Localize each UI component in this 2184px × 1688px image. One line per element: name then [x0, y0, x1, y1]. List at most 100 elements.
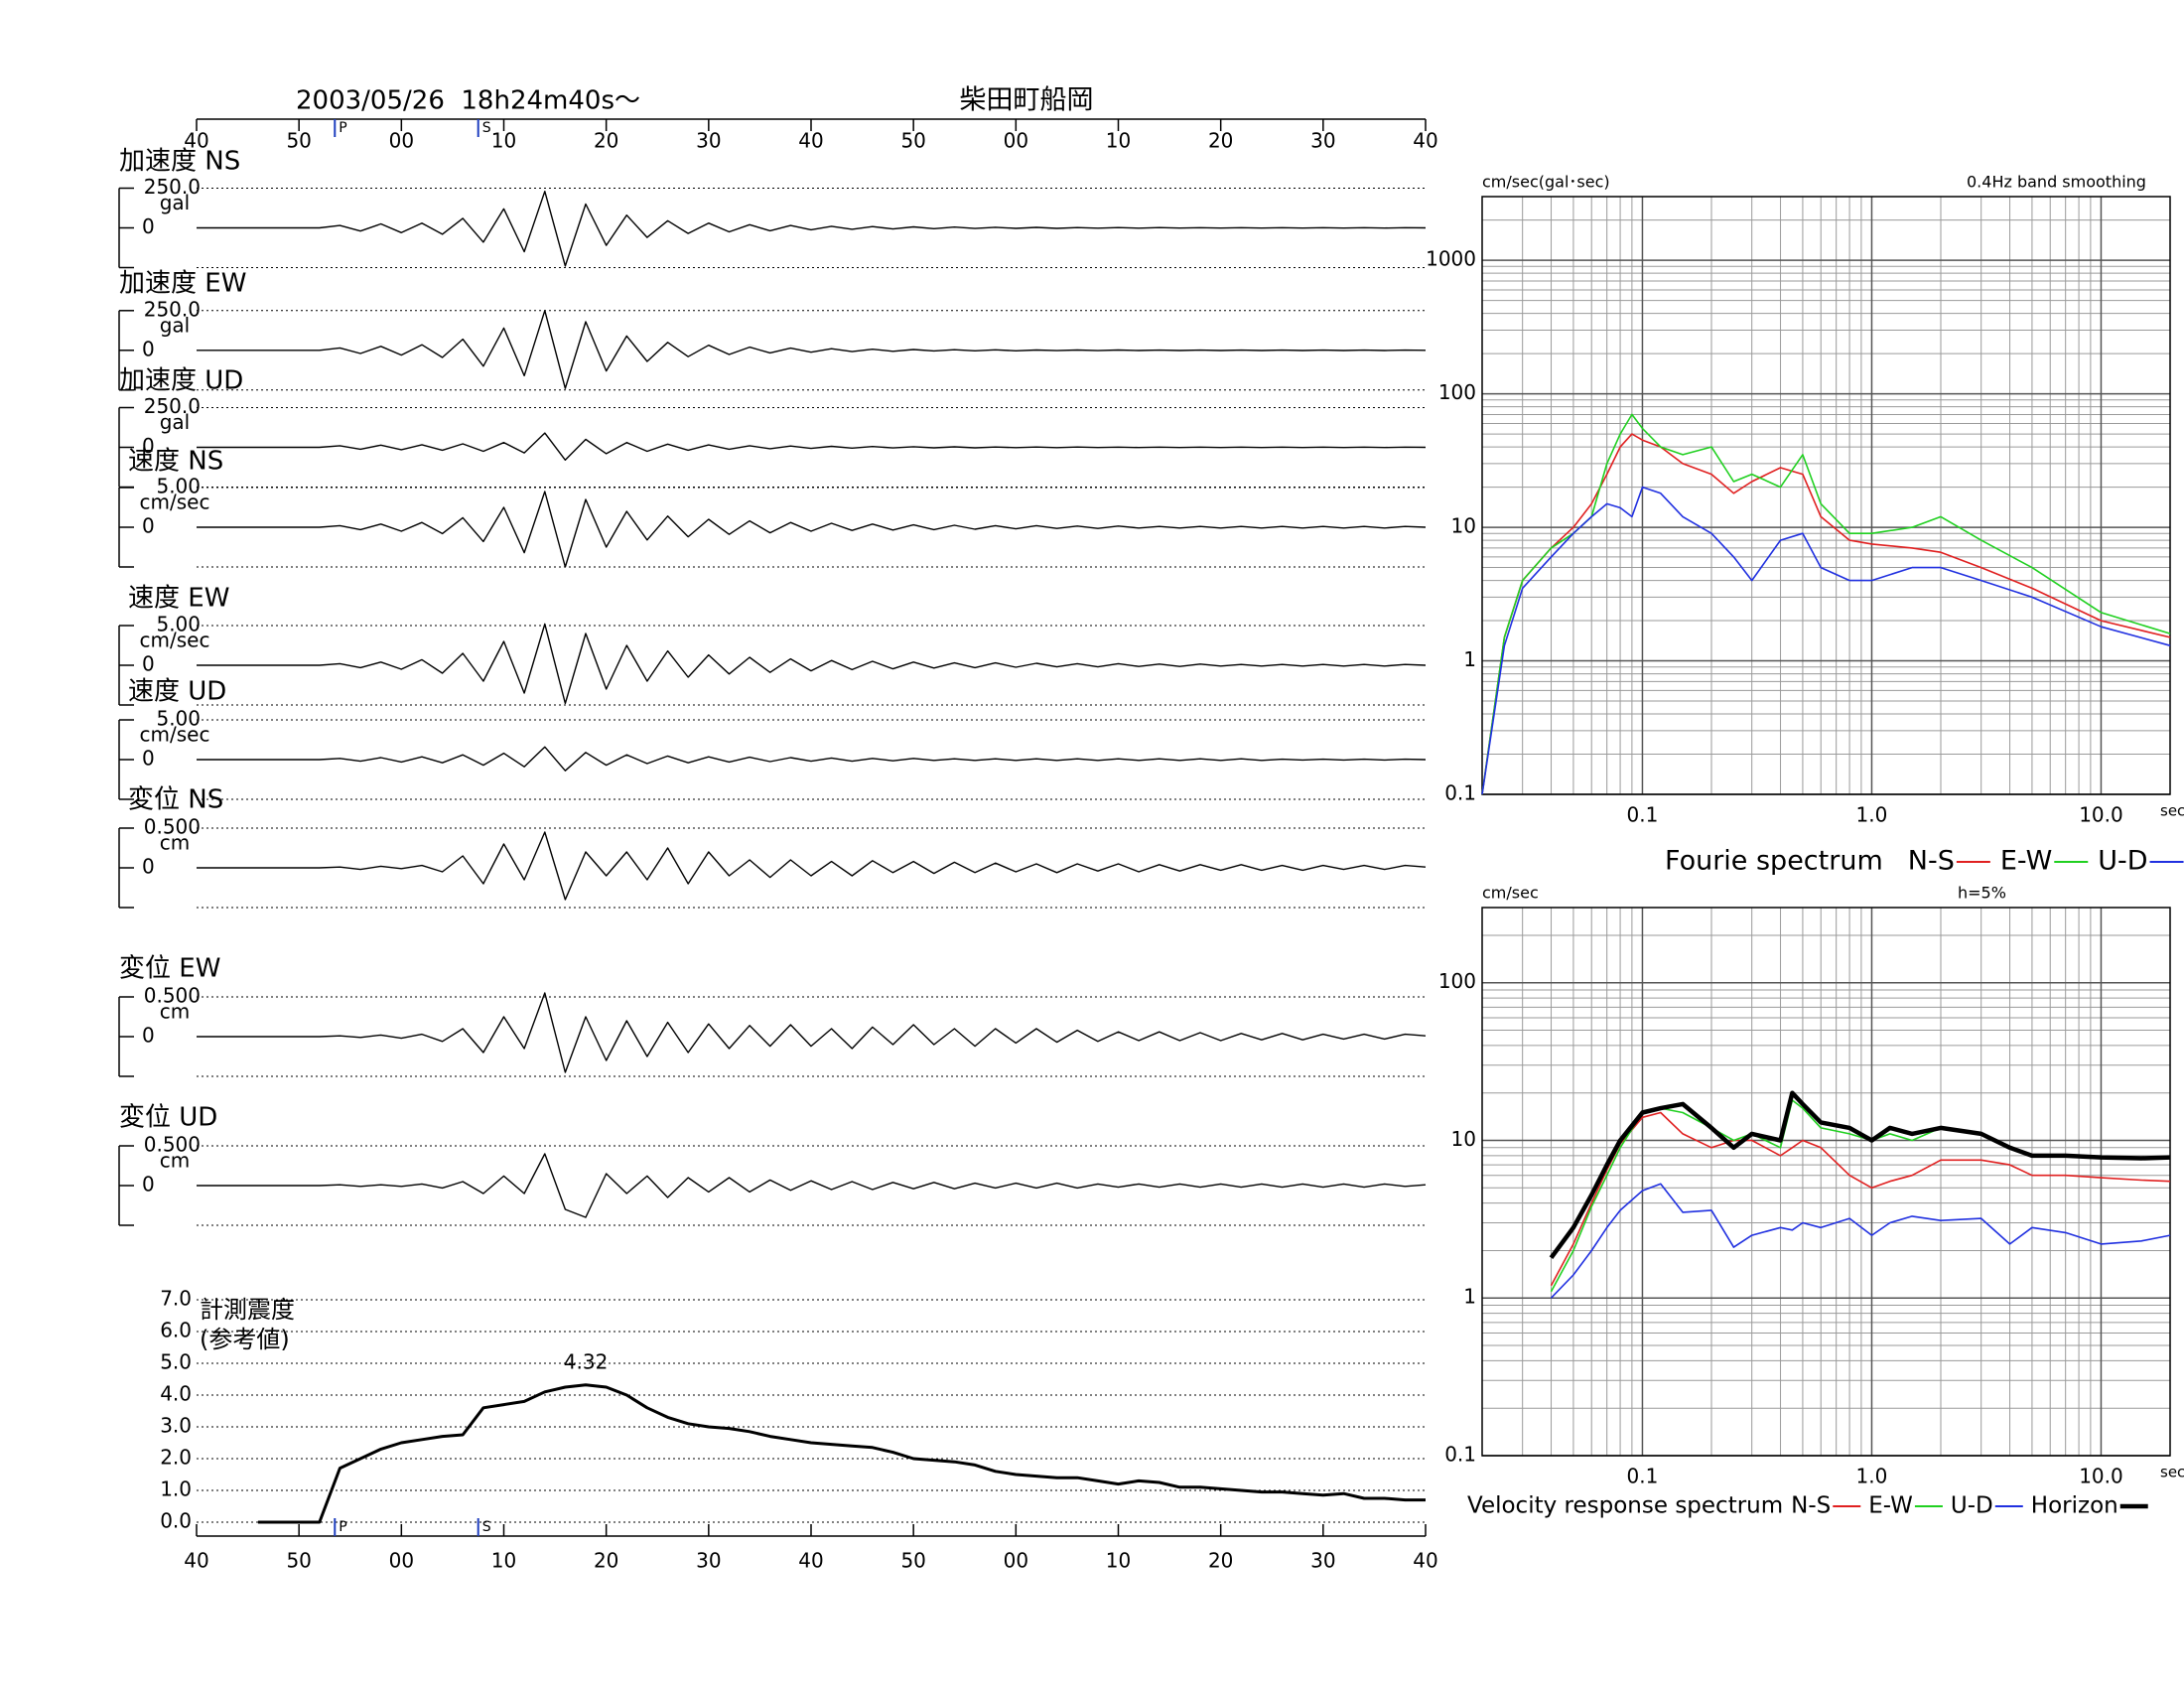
panel-unit: cm [160, 831, 190, 855]
y-tick-label: 250.0 [144, 297, 201, 321]
y-tick-label: 5.00 [156, 707, 201, 731]
legend-label: U-D [2098, 846, 2147, 877]
panel-unit: gal [160, 313, 191, 337]
y-tick-label: 100 [1438, 969, 1476, 993]
waveform-trace [197, 746, 1427, 772]
x-tick-label: 40 [798, 129, 823, 153]
chart-note: 0.4Hz band smoothing [1967, 173, 2146, 192]
x-tick-label: 10 [1106, 129, 1131, 153]
x-tick-label: 20 [594, 1549, 618, 1573]
x-tick-label: 40 [1413, 129, 1437, 153]
panel-unit: cm [160, 1000, 190, 1024]
y-tick-label: 0.500 [144, 815, 201, 839]
waveform-trace [197, 432, 1427, 461]
y-tick-label: 100 [1438, 380, 1476, 404]
x-tick-label: 30 [1310, 129, 1335, 153]
y-tick-label: 2.0 [160, 1446, 192, 1470]
y-tick-label: 0 [142, 1024, 155, 1048]
y-tick-label: 1.0 [160, 1477, 192, 1501]
panel-title: 速度 EW [128, 584, 229, 614]
panel-title: 変位 UD [119, 1103, 217, 1133]
x-tick-label: 00 [1004, 1549, 1028, 1573]
data-line [1549, 1090, 2171, 1260]
x-axis-label: sec [2160, 1464, 2184, 1481]
x-tick-label: 20 [594, 129, 618, 153]
y-axis-label: cm/sec [1482, 884, 1539, 903]
y-tick-label: 0 [142, 747, 155, 771]
legend-title: Velocity response spectrum [1467, 1493, 1783, 1519]
y-tick-label: 5.00 [156, 475, 201, 498]
x-tick-label: 20 [1208, 129, 1233, 153]
x-tick-label: 0.1 [1627, 803, 1659, 827]
panel-unit: cm/sec [140, 629, 210, 652]
x-tick-label: 00 [389, 129, 414, 153]
station-name: 柴田町船岡 [960, 85, 1094, 116]
waveform-trace [197, 992, 1427, 1073]
y-tick-label: 0.1 [1444, 1443, 1476, 1467]
y-tick-label: 1 [1463, 1285, 1476, 1309]
y-tick-label: 7.0 [160, 1287, 192, 1311]
y-tick-label: 0.500 [144, 1133, 201, 1157]
legend-label: U-D [1951, 1493, 1993, 1519]
x-tick-label: 20 [1208, 1549, 1233, 1573]
legend-label: N-S [1908, 846, 1955, 877]
y-axis-label: (参考値) [200, 1326, 290, 1353]
x-tick-label: 50 [900, 1549, 925, 1573]
y-tick-label: 0 [142, 652, 155, 676]
waveform-trace [197, 623, 1427, 705]
y-tick-label: 250.0 [144, 175, 201, 199]
peak-label: 4.32 [564, 1349, 609, 1373]
waveform-trace [197, 831, 1427, 901]
panel-unit: cm/sec [140, 491, 210, 514]
y-tick-label: 0 [142, 337, 155, 360]
y-tick-label: 0.1 [1444, 781, 1476, 805]
x-tick-label: 10 [491, 1549, 516, 1573]
panel-title: 加速度 NS [119, 147, 240, 177]
data-line [1550, 1183, 2171, 1299]
y-axis-label: 計測震度 [200, 1296, 295, 1324]
waveform-trace [197, 310, 1427, 389]
plot-frame [1481, 196, 2171, 795]
legend-label: Horizon [2031, 1493, 2118, 1519]
x-tick-label: 00 [1004, 129, 1028, 153]
panel-unit: cm/sec [140, 723, 210, 747]
panel-title: 加速度 EW [119, 269, 246, 299]
y-tick-label: 0 [142, 855, 155, 879]
y-tick-label: 0.500 [144, 984, 201, 1008]
phase-label: P [339, 1519, 346, 1535]
waveform-trace [197, 491, 1427, 568]
panel-title: 速度 NS [128, 447, 223, 477]
panel-title: 変位 EW [119, 954, 220, 984]
y-tick-label: 0 [142, 214, 155, 238]
data-line [1481, 433, 2171, 795]
y-tick-label: 0 [142, 434, 155, 458]
x-tick-label: 00 [389, 1549, 414, 1573]
x-tick-label: 50 [286, 1549, 311, 1573]
x-tick-label: 0.1 [1627, 1465, 1659, 1488]
x-tick-label: 1.0 [1856, 803, 1888, 827]
panel-title: 変位 NS [128, 785, 223, 815]
y-tick-label: 3.0 [160, 1414, 192, 1438]
panel-unit: gal [160, 191, 191, 214]
x-tick-label: 30 [1310, 1549, 1335, 1573]
y-tick-label: 0.0 [160, 1509, 192, 1533]
x-tick-label: 40 [1413, 1549, 1437, 1573]
x-tick-label: 10.0 [2079, 803, 2123, 827]
y-axis-label: cm/sec(gal･sec) [1482, 173, 1610, 192]
y-tick-label: 10 [1451, 1127, 1476, 1151]
panel-unit: cm [160, 1149, 190, 1173]
y-tick-label: 1 [1463, 647, 1476, 671]
y-tick-label: 0 [142, 1173, 155, 1196]
y-tick-label: 1000 [1426, 247, 1476, 271]
x-tick-label: 50 [286, 129, 311, 153]
y-tick-label: 4.0 [160, 1382, 192, 1406]
x-tick-label: 30 [696, 129, 721, 153]
x-tick-label: 10 [1106, 1549, 1131, 1573]
x-axis-label: sec [2160, 802, 2184, 820]
y-tick-label: 10 [1451, 514, 1476, 538]
y-tick-label: 250.0 [144, 394, 201, 418]
legend-label: E-W [2000, 846, 2052, 877]
